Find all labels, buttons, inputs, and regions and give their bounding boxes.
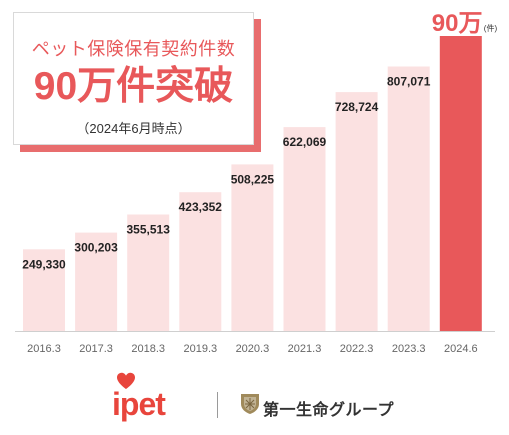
x-tick-label: 2023.3 xyxy=(392,343,426,355)
highlight-unit-label: (件) xyxy=(484,23,498,33)
bar xyxy=(439,36,482,331)
data-label: 508,225 xyxy=(231,172,275,186)
data-label: 622,069 xyxy=(283,135,327,149)
callout-subtitle: ペット保険保有契約件数 xyxy=(31,39,236,59)
bar xyxy=(75,232,118,331)
data-label: 807,071 xyxy=(387,75,431,89)
x-tick-label: 2024.6 xyxy=(444,343,478,355)
data-label: 355,513 xyxy=(127,223,171,237)
x-tick-label: 2020.3 xyxy=(236,343,270,355)
x-tick-label: 2018.3 xyxy=(131,343,165,355)
bar xyxy=(387,66,430,331)
bar xyxy=(23,249,65,331)
callout-date-note: （2024年6月時点） xyxy=(76,121,191,136)
bar xyxy=(335,92,378,331)
heart-icon xyxy=(117,372,135,389)
ipet-logo: ipet xyxy=(112,386,166,422)
data-label: 423,352 xyxy=(179,200,223,214)
x-tick-label: 2017.3 xyxy=(79,343,113,355)
footer-logos: ipet 第一生命グループ xyxy=(0,372,509,422)
data-label: 300,203 xyxy=(74,241,118,255)
bar-chart: 249,330 2016.3 300,203 2017.3 355,513 2018.3 4… xyxy=(15,10,498,355)
bar xyxy=(283,127,326,331)
dai-ichi-life-group-logo: 第一生命グループ xyxy=(263,402,395,419)
data-label: 249,330 xyxy=(22,257,66,271)
callout-headline: 90万件突破 xyxy=(33,65,234,108)
bar xyxy=(127,214,170,331)
bar xyxy=(231,164,274,331)
x-tick-label: 2021.3 xyxy=(288,343,322,355)
x-tick-label: 2019.3 xyxy=(183,343,217,355)
highlight-value-label: 90万 xyxy=(432,10,483,37)
shield-emblem-icon xyxy=(241,394,259,414)
x-tick-label: 2016.3 xyxy=(27,343,61,355)
data-label: 728,724 xyxy=(335,100,379,114)
headline-callout: ペット保険保有契約件数 90万件突破 （2024年6月時点） xyxy=(13,12,254,145)
x-tick-label: 2022.3 xyxy=(340,343,374,355)
bar xyxy=(179,192,222,331)
logo-divider xyxy=(217,392,218,418)
